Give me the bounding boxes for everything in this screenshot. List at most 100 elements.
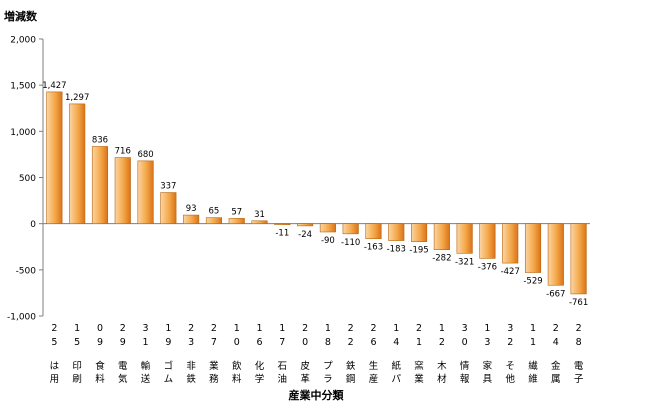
category-code: 1 xyxy=(279,323,285,334)
bar xyxy=(433,223,450,251)
data-label: -24 xyxy=(298,230,312,240)
y-axis: 2,000 1,500 1,000 500 0 -500 -1,000 xyxy=(7,36,590,323)
bar xyxy=(570,223,587,295)
category-name: 食 xyxy=(95,360,105,372)
y-axis-title: 増減数 xyxy=(4,9,38,23)
category-code: 2 xyxy=(370,323,376,334)
category-name: 材 xyxy=(437,373,447,385)
data-label: -110 xyxy=(341,238,360,248)
category-name: 繊 xyxy=(528,360,538,372)
category-name: 金 xyxy=(551,360,561,372)
category-code: 4 xyxy=(553,337,559,348)
y-tick-label: 2,000 xyxy=(10,36,36,46)
category-name: 鉄 xyxy=(346,360,356,372)
category-code: 3 xyxy=(462,323,468,334)
category-code: 5 xyxy=(74,337,80,348)
bar xyxy=(205,217,222,224)
data-label: -183 xyxy=(387,245,406,255)
category-name: 生 xyxy=(369,360,379,372)
data-label: -163 xyxy=(364,243,383,253)
bar xyxy=(137,160,154,224)
category-code: 1 xyxy=(530,337,536,348)
data-label: 31 xyxy=(254,210,265,220)
category-name: 石 xyxy=(278,361,288,372)
data-label: 65 xyxy=(209,207,220,217)
data-label: 716 xyxy=(115,147,131,157)
data-label: 93 xyxy=(186,204,197,214)
category-name: 油 xyxy=(278,373,288,385)
category-name: 電 xyxy=(574,361,584,372)
category-code: 1 xyxy=(165,323,171,334)
category-name: 情 xyxy=(460,360,470,372)
category-name: 印 xyxy=(72,360,82,372)
bar xyxy=(228,218,245,224)
category-code: 2 xyxy=(120,323,126,334)
category-code: 2 xyxy=(348,337,354,348)
bar xyxy=(46,91,63,224)
data-label: 337 xyxy=(160,182,176,192)
category-name: 輸 xyxy=(141,360,151,372)
category-code: 1 xyxy=(256,323,262,334)
bar xyxy=(547,223,564,286)
category-code: 1 xyxy=(234,323,240,334)
category-name: 属 xyxy=(551,374,561,385)
bar xyxy=(114,157,131,224)
category-code: 0 xyxy=(302,337,308,348)
data-label: 680 xyxy=(137,150,153,160)
category-code: 2 xyxy=(416,323,422,334)
category-code: 9 xyxy=(120,337,126,348)
category-name: ゴ xyxy=(164,360,174,372)
category-name: は xyxy=(50,361,60,372)
category-code: 9 xyxy=(97,337,103,348)
bar xyxy=(524,223,542,273)
category-name: 化 xyxy=(255,360,265,372)
bar xyxy=(297,223,314,227)
data-label: -761 xyxy=(569,298,588,308)
category-name: 刷 xyxy=(72,374,82,385)
category-code: 3 xyxy=(143,323,149,334)
data-label: -11 xyxy=(275,229,289,239)
category-code: 9 xyxy=(165,337,171,348)
category-code: 2 xyxy=(51,323,57,334)
category-code: 8 xyxy=(576,337,582,348)
category-code: 6 xyxy=(256,337,262,348)
data-label: -195 xyxy=(409,246,428,256)
category-name: 家 xyxy=(483,360,493,372)
category-name: 革 xyxy=(300,373,310,385)
category-code: 7 xyxy=(279,337,285,348)
category-name: 紙 xyxy=(392,360,402,372)
bar xyxy=(91,146,109,224)
category-code: 1 xyxy=(74,323,80,334)
data-label: -667 xyxy=(546,289,565,299)
category-code: 2 xyxy=(439,337,445,348)
category-name: 維 xyxy=(528,373,538,385)
bar xyxy=(274,223,291,225)
category-code: 1 xyxy=(325,323,331,334)
category-code: 0 xyxy=(97,323,103,334)
category-code: 3 xyxy=(188,337,194,348)
category-code: 2 xyxy=(507,337,513,348)
data-label: 57 xyxy=(231,207,242,217)
data-label: -90 xyxy=(321,236,335,246)
category-code: 1 xyxy=(439,323,445,334)
bar xyxy=(479,223,496,259)
category-name: 学 xyxy=(255,373,265,385)
category-name: 送 xyxy=(141,373,151,385)
data-label: -376 xyxy=(478,262,497,272)
plot-bars xyxy=(46,91,587,295)
x-axis-title: 産業中分類 xyxy=(289,388,345,402)
data-label: -529 xyxy=(523,277,542,287)
y-tick-label: -500 xyxy=(16,266,37,276)
category-name: 電 xyxy=(118,361,128,372)
category-name: ム xyxy=(164,374,174,385)
category-name: 業 xyxy=(414,373,424,385)
x-axis-labels: 25は用15印刷09食料29電気31輸送19ゴム23非鉄27業務10飲料16化学… xyxy=(50,323,584,385)
y-tick-label: 500 xyxy=(19,174,36,184)
category-name: ラ xyxy=(323,374,333,385)
data-label: -427 xyxy=(501,267,520,277)
y-tick-label: 1,000 xyxy=(10,128,36,138)
category-name: 鋼 xyxy=(346,373,356,385)
category-code: 1 xyxy=(530,323,536,334)
category-name: 気 xyxy=(118,373,128,385)
category-code: 5 xyxy=(51,337,57,348)
